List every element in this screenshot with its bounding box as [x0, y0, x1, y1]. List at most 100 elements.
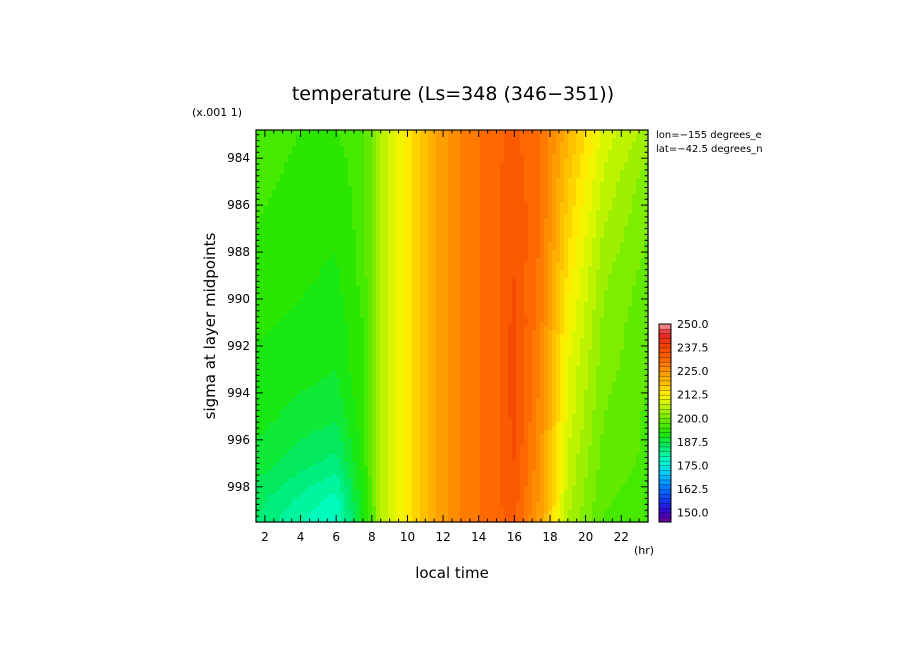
heatmap-cell	[296, 206, 301, 211]
heatmap-cell	[612, 206, 617, 211]
heatmap-cell	[308, 290, 313, 295]
heatmap-cell	[280, 294, 285, 299]
heatmap-cell	[448, 242, 453, 247]
heatmap-cell	[636, 198, 641, 203]
heatmap-cell	[364, 206, 369, 211]
heatmap-cell	[504, 226, 509, 231]
heatmap-cell	[360, 290, 365, 295]
heatmap-cell	[628, 218, 633, 223]
heatmap-cell	[556, 210, 561, 215]
heatmap-cell	[328, 294, 333, 299]
heatmap-cell	[316, 226, 321, 231]
heatmap-cell	[564, 198, 569, 203]
heatmap-cell	[288, 330, 293, 335]
heatmap-cell	[496, 158, 501, 163]
heatmap-cell	[536, 158, 541, 163]
heatmap-cell	[596, 306, 601, 311]
heatmap-cell	[280, 326, 285, 331]
heatmap-cell	[368, 198, 373, 203]
heatmap-cell	[588, 282, 593, 287]
heatmap-cell	[492, 306, 497, 311]
heatmap-cell	[468, 250, 473, 255]
heatmap-cell	[640, 182, 645, 187]
heatmap-cell	[448, 318, 453, 323]
heatmap-cell	[424, 242, 429, 247]
heatmap-cell	[492, 270, 497, 275]
heatmap-cell	[504, 294, 509, 299]
heatmap-cell	[256, 330, 261, 335]
heatmap-cell	[296, 238, 301, 243]
heatmap-cell	[280, 210, 285, 215]
heatmap-cell	[432, 314, 437, 319]
heatmap-cell	[612, 158, 617, 163]
heatmap-cell	[508, 130, 513, 135]
heatmap-cell	[312, 134, 317, 139]
heatmap-cell	[344, 242, 349, 247]
heatmap-cell	[296, 242, 301, 247]
heatmap-cell	[392, 274, 397, 279]
heatmap-cell	[580, 198, 585, 203]
heatmap-cell	[264, 330, 269, 335]
heatmap-cell	[632, 326, 637, 331]
heatmap-cell	[464, 254, 469, 259]
heatmap-cell	[376, 190, 381, 195]
heatmap-cell	[560, 130, 565, 135]
heatmap-cell	[400, 130, 405, 135]
heatmap-cell	[532, 226, 537, 231]
heatmap-cell	[480, 318, 485, 323]
heatmap-cell	[344, 178, 349, 183]
heatmap-cell	[572, 162, 577, 167]
heatmap-cell	[484, 314, 489, 319]
heatmap-cell	[380, 154, 385, 159]
heatmap-cell	[636, 218, 641, 223]
heatmap-cell	[480, 158, 485, 163]
heatmap-cell	[476, 290, 481, 295]
heatmap-cell	[496, 290, 501, 295]
heatmap-cell	[540, 254, 545, 259]
heatmap-cell	[564, 258, 569, 263]
heatmap-cell	[384, 278, 389, 283]
heatmap-cell	[632, 142, 637, 147]
heatmap-cell	[308, 174, 313, 179]
heatmap-cell	[564, 314, 569, 319]
heatmap-cell	[584, 154, 589, 159]
heatmap-cell	[588, 218, 593, 223]
heatmap-cell	[356, 146, 361, 151]
heatmap-cell	[292, 210, 297, 215]
heatmap-cell	[432, 286, 437, 291]
heatmap-cell	[460, 198, 465, 203]
heatmap-cell	[536, 218, 541, 223]
heatmap-cell	[296, 154, 301, 159]
heatmap-cell	[640, 178, 645, 183]
heatmap-cell	[468, 206, 473, 211]
heatmap-cell	[468, 278, 473, 283]
heatmap-cell	[416, 222, 421, 227]
heatmap-cell	[500, 218, 505, 223]
heatmap-cell	[416, 298, 421, 303]
heatmap-cell	[580, 206, 585, 211]
heatmap-cell	[300, 306, 305, 311]
heatmap-cell	[504, 214, 509, 219]
heatmap-cell	[492, 150, 497, 155]
heatmap-cell	[416, 294, 421, 299]
heatmap-cell	[584, 254, 589, 259]
heatmap-cell	[568, 302, 573, 307]
heatmap-cell	[596, 314, 601, 319]
heatmap-cell	[372, 210, 377, 215]
heatmap-cell	[536, 234, 541, 239]
heatmap-cell	[636, 150, 641, 155]
heatmap-cell	[380, 278, 385, 283]
heatmap-cell	[512, 258, 517, 263]
heatmap-cell	[420, 306, 425, 311]
heatmap-cell	[328, 210, 333, 215]
heatmap-cell	[320, 218, 325, 223]
heatmap-cell	[424, 266, 429, 271]
heatmap-cell	[576, 254, 581, 259]
heatmap-cell	[408, 218, 413, 223]
heatmap-cell	[280, 154, 285, 159]
heatmap-cell	[380, 150, 385, 155]
heatmap-cell	[284, 298, 289, 303]
heatmap-cell	[580, 318, 585, 323]
heatmap-cell	[496, 186, 501, 191]
heatmap-cell	[488, 238, 493, 243]
